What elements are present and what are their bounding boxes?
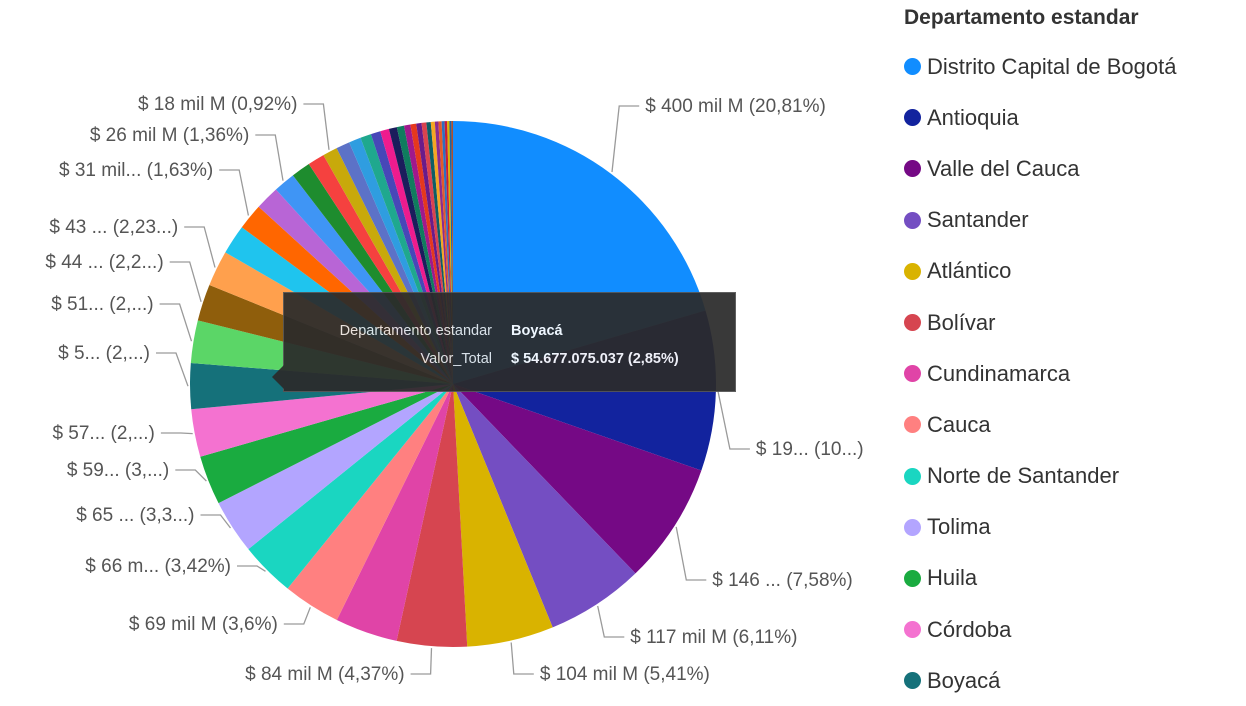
legend-swatch — [904, 621, 921, 639]
data-label: $ 5... (2,...) — [58, 343, 150, 364]
legend: Departamento estandar Distrito Capital d… — [904, 6, 1244, 706]
data-label: $ 65 ... (3,3...) — [76, 505, 194, 526]
legend-items: Distrito Capital de Bogotá Antioquia Valle… — [904, 41, 1244, 706]
tooltip-value: Boyacá — [511, 323, 563, 339]
leader-line — [597, 605, 625, 638]
legend-swatch — [904, 58, 921, 76]
legend-item[interactable]: Tolima — [904, 502, 1244, 553]
legend-swatch — [904, 672, 921, 690]
tooltip-key: Departamento estandar — [339, 323, 492, 339]
pie-slice[interactable] — [218, 384, 453, 550]
legend-swatch — [904, 569, 921, 587]
pie-slice[interactable] — [200, 384, 453, 504]
leader-line — [219, 169, 250, 216]
leader-line — [410, 648, 433, 675]
data-label: $ 26 mil M (1,36%) — [90, 125, 249, 146]
data-labels: $ 400 mil M (20,81%) $ 19... (10...) $ 146… — [45, 94, 863, 685]
legend-label: Antioquia — [927, 104, 1019, 130]
legend-item[interactable]: Valle del Cauca — [904, 143, 1244, 194]
pie-slice[interactable] — [191, 384, 453, 457]
legend-item[interactable]: Santander — [904, 195, 1244, 246]
legend-swatch — [904, 365, 921, 383]
legend-swatch — [904, 262, 921, 280]
legend-label: Norte de Santander — [927, 463, 1120, 489]
tooltip: Departamento estandar Boyacá Valor_Total… — [272, 292, 736, 392]
tooltip-arrow — [272, 365, 284, 389]
legend-swatch — [904, 160, 921, 178]
leader-line — [237, 565, 266, 572]
legend-label: Atlántico — [927, 258, 1012, 284]
legend-label: Valle del Cauca — [927, 155, 1080, 181]
pie-slice[interactable] — [287, 384, 453, 620]
legend-label: Cundinamarca — [927, 360, 1071, 386]
legend-label: Bolívar — [927, 309, 996, 335]
legend-label: Córdoba — [927, 616, 1012, 642]
legend-label: Boyacá — [927, 667, 1001, 693]
data-label: $ 84 mil M (4,37%) — [245, 664, 404, 685]
data-label: $ 19... (10...) — [756, 439, 864, 460]
legend-label: Distrito Capital de Bogotá — [927, 53, 1177, 79]
legend-item[interactable]: Cundinamarca — [904, 348, 1244, 399]
data-label: $ 43 ... (2,23...) — [49, 217, 178, 238]
data-label: $ 66 m... (3,42%) — [85, 556, 231, 577]
legend-label: Santander — [927, 207, 1029, 233]
data-label: $ 104 mil M (5,41%) — [540, 664, 710, 685]
leader-line — [255, 134, 284, 181]
legend-item[interactable]: Córdoba — [904, 604, 1244, 655]
legend-item[interactable]: Distrito Capital de Bogotá — [904, 41, 1244, 92]
pie-slice[interactable] — [453, 384, 636, 628]
data-label: $ 69 mil M (3,6%) — [129, 614, 278, 635]
data-label: $ 59... (3,...) — [67, 460, 169, 481]
leader-line — [283, 607, 311, 625]
leader-line — [169, 261, 202, 302]
legend-swatch — [904, 211, 921, 229]
leader-line — [156, 352, 189, 387]
data-label: $ 57... (2,...) — [52, 423, 154, 444]
tooltip-value: $ 54.677.075.037 (2,85%) — [511, 351, 679, 367]
legend-label: Cauca — [927, 411, 991, 437]
legend-item[interactable]: Norte de Santander — [904, 451, 1244, 502]
leader-line — [200, 514, 232, 529]
pie-slice[interactable] — [396, 384, 468, 647]
leader-line — [184, 226, 216, 268]
legend-item[interactable]: Cauca — [904, 399, 1244, 450]
leader-line — [510, 642, 534, 675]
legend-item[interactable]: Boyacá — [904, 655, 1244, 706]
pie-slice[interactable] — [336, 384, 453, 641]
leader-line — [160, 432, 193, 435]
legend-swatch — [904, 109, 921, 127]
legend-item[interactable]: Bolívar — [904, 297, 1244, 348]
pie-slice[interactable] — [453, 384, 702, 574]
data-label: $ 51... (2,...) — [51, 294, 153, 315]
legend-swatch — [904, 416, 921, 434]
leader-line — [303, 103, 330, 150]
legend-item[interactable]: Huila — [904, 553, 1244, 604]
data-label: $ 117 mil M (6,11%) — [630, 627, 797, 648]
leader-line — [159, 303, 193, 342]
legend-swatch — [904, 518, 921, 536]
legend-swatch — [904, 467, 921, 485]
legend-item[interactable]: Antioquia — [904, 92, 1244, 143]
legend-title: Departamento estandar — [904, 6, 1139, 29]
leader-line — [717, 390, 750, 450]
data-label: $ 18 mil M (0,92%) — [138, 94, 297, 115]
data-label: $ 146 ... (7,58%) — [712, 570, 852, 591]
leader-line — [675, 526, 707, 581]
data-label: $ 31 mil... (1,63%) — [59, 160, 213, 181]
legend-item[interactable]: Atlántico — [904, 246, 1244, 297]
data-label: $ 400 mil M (20,81%) — [645, 96, 826, 117]
legend-swatch — [904, 314, 921, 332]
legend-label: Huila — [927, 565, 978, 591]
leader-line — [611, 105, 640, 173]
pie-slice[interactable] — [248, 384, 453, 589]
pie-slice[interactable] — [453, 384, 553, 647]
leader-line — [175, 469, 207, 482]
data-label: $ 44 ... (2,2...) — [45, 252, 163, 273]
legend-label: Tolima — [927, 514, 991, 540]
tooltip-key: Valor_Total — [420, 351, 492, 367]
